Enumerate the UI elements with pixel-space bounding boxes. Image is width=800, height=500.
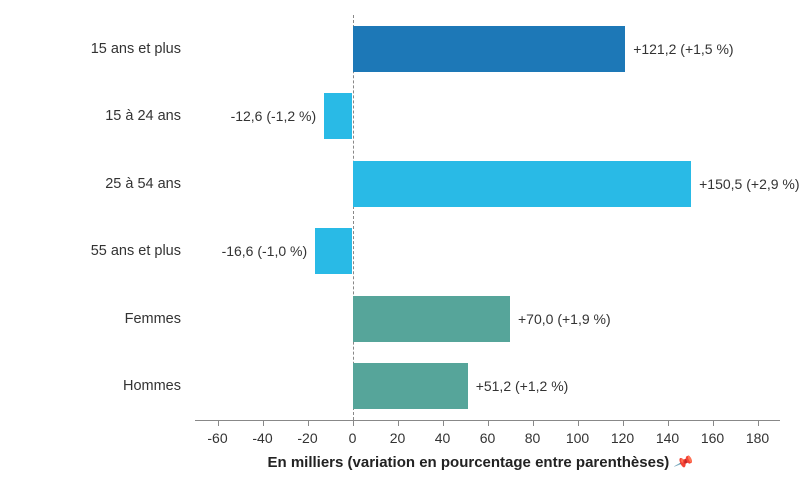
x-tick [713,420,714,426]
employment-variation-chart: -60 -40 -20 0 20 40 60 80 100 120 140 160 180 +121,2 … [0,0,800,500]
zero-line [353,15,354,420]
value-label: -16,6 (-1,0 %) [222,243,308,259]
value-label: +121,2 (+1,5 %) [633,41,733,57]
x-tick [488,420,489,426]
x-tick [578,420,579,426]
x-axis-title-text: En milliers (variation en pourcentage en… [268,454,670,471]
value-label: +150,5 (+2,9 %) [699,176,799,192]
x-tick-label: 180 [746,430,769,446]
x-tick-label: -20 [297,430,317,446]
value-label: +51,2 (+1,2 %) [476,378,569,394]
x-tick-label: 20 [390,430,406,446]
bar [353,363,468,409]
x-tick-label: -40 [252,430,272,446]
plot-area: -60-40-20020406080100120140160180+121,2 … [195,15,780,420]
x-tick [443,420,444,426]
category-label: 25 à 54 ans [105,176,181,192]
bar [315,228,352,274]
x-tick [308,420,309,426]
x-tick-label: 120 [611,430,634,446]
x-tick [533,420,534,426]
x-tick-label: 140 [656,430,679,446]
category-label: 55 ans et plus [91,243,181,259]
x-tick-label: 80 [525,430,541,446]
category-label: 15 ans et plus [91,41,181,57]
bar [353,161,692,207]
category-label: Femmes [125,311,181,327]
x-tick [398,420,399,426]
x-tick-label: 0 [349,430,357,446]
pin-icon: 📌 [673,452,695,474]
x-tick-label: 100 [566,430,589,446]
x-tick [263,420,264,426]
category-label: 15 à 24 ans [105,108,181,124]
x-tick [353,420,354,426]
x-tick-label: -60 [207,430,227,446]
value-label: -12,6 (-1,2 %) [231,108,317,124]
x-axis-title: En milliers (variation en pourcentage en… [268,454,693,471]
x-tick [218,420,219,426]
value-label: +70,0 (+1,9 %) [518,311,611,327]
bar [353,26,626,72]
x-tick-label: 60 [480,430,496,446]
x-tick-label: 40 [435,430,451,446]
x-tick [758,420,759,426]
bar [324,93,352,139]
x-tick [623,420,624,426]
x-tick [668,420,669,426]
x-tick-label: 160 [701,430,724,446]
category-label: Hommes [123,378,181,394]
bar [353,296,511,342]
